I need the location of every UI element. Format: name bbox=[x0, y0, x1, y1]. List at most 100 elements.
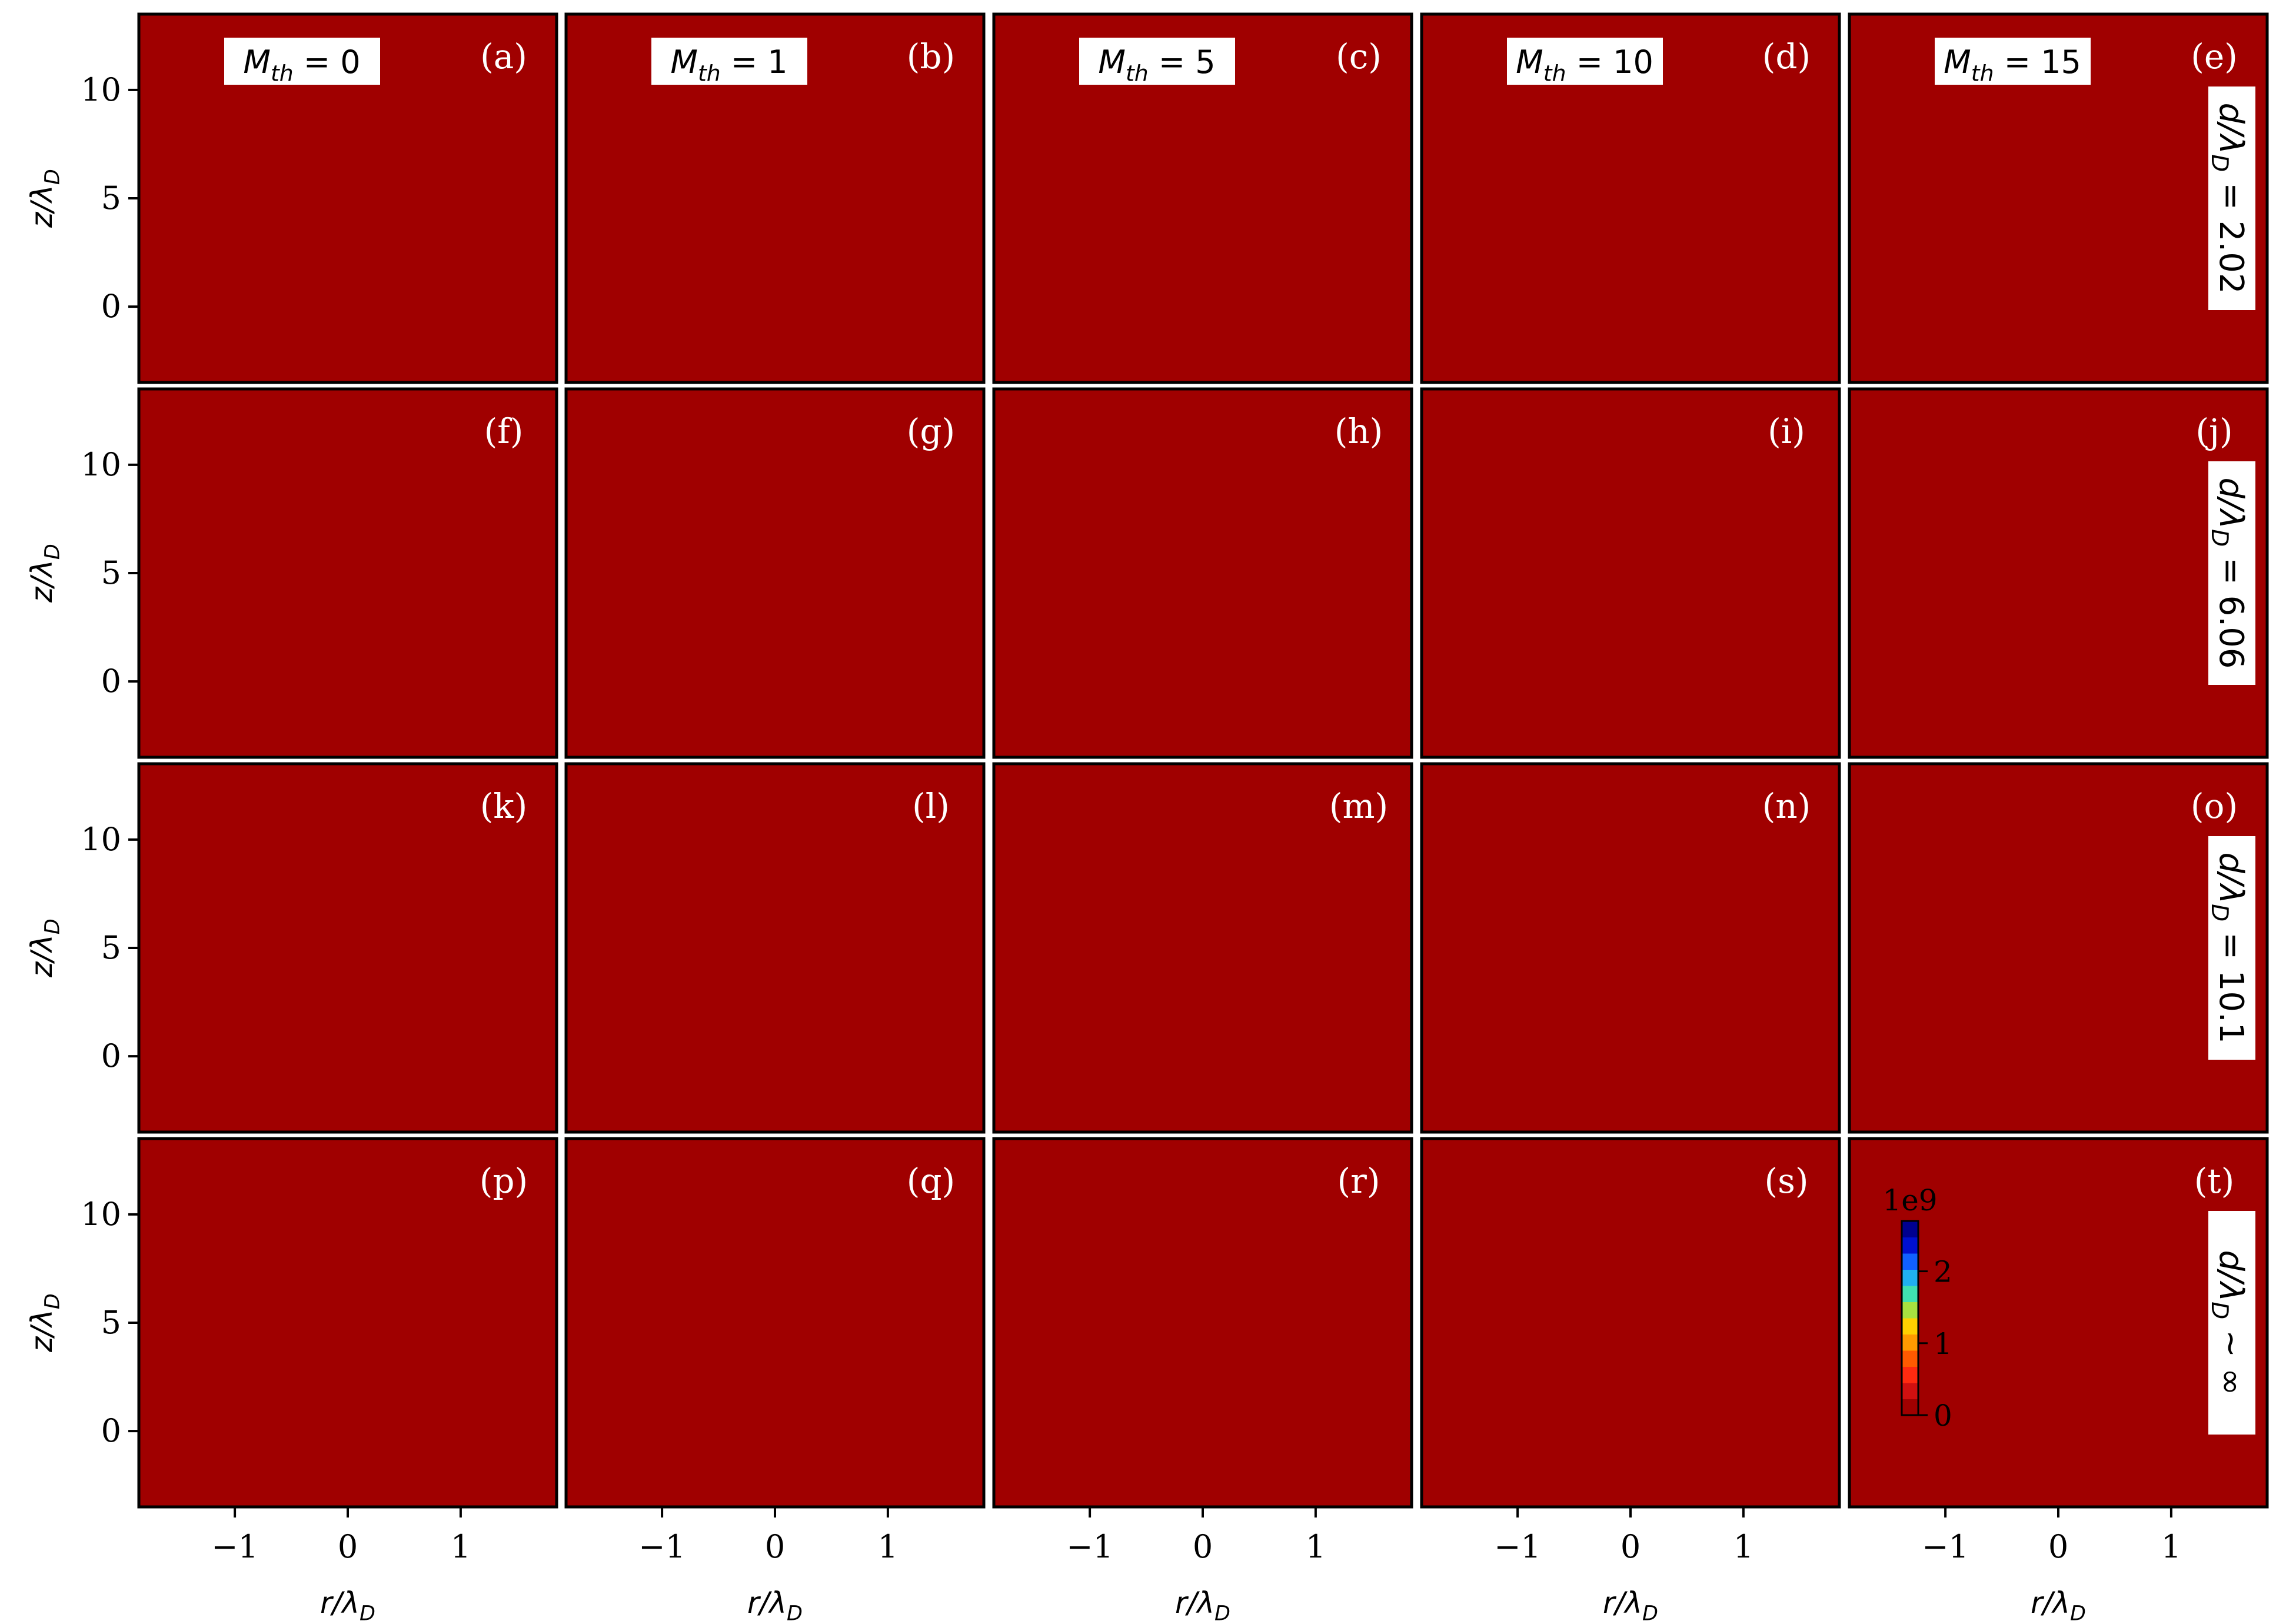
panel-background bbox=[994, 1139, 1412, 1507]
panel-c: (c) Mth = 5 bbox=[992, 12, 1413, 384]
panel-background bbox=[139, 389, 557, 757]
x-axis-label-text: r/λD bbox=[747, 1586, 803, 1624]
panel-q: (q) −1 0 1 r/λD bbox=[564, 1137, 986, 1624]
panel-b: (b) Mth = 1 bbox=[564, 12, 986, 384]
colorbar-level bbox=[1902, 1383, 1918, 1399]
panel-background bbox=[1422, 1139, 1839, 1507]
panel-frame bbox=[564, 762, 986, 1134]
column-header-text: Mth = 10 bbox=[1516, 44, 1653, 86]
panel-e: (e) Mth = 15 d/λD = 2.02 bbox=[1848, 12, 2269, 384]
y-tick-label: 10 bbox=[81, 446, 121, 483]
colorbar-tick-label: 2 bbox=[1934, 1255, 1952, 1289]
y-axis-label: z/λD bbox=[25, 919, 65, 978]
colorbar-level bbox=[1902, 1269, 1918, 1286]
x-tick-label: −1 bbox=[211, 1528, 258, 1565]
panel-background bbox=[566, 389, 984, 757]
x-tick-label: −1 bbox=[638, 1528, 686, 1565]
y-tick-label: 5 bbox=[101, 929, 121, 966]
panel-d: (d) Mth = 10 bbox=[1420, 12, 1841, 384]
row-label-box bbox=[2208, 836, 2255, 1060]
x-tick-label: 1 bbox=[1306, 1528, 1326, 1565]
panel-background bbox=[1849, 389, 2267, 757]
y-axis-label-text: z/λD bbox=[25, 169, 65, 228]
panel-j: (j) d/λD = 6.06 bbox=[1848, 387, 2269, 759]
column-header-text: Mth = 5 bbox=[1098, 44, 1215, 86]
x-axis-label-text: r/λD bbox=[1603, 1586, 1658, 1624]
panel-frame bbox=[1420, 12, 1841, 384]
colorbar: 0 1 2 1e9 bbox=[1882, 1183, 1952, 1433]
panel-background bbox=[1422, 389, 1839, 757]
x-axis-label-text: r/λD bbox=[1175, 1586, 1230, 1624]
panel-background bbox=[566, 764, 984, 1132]
y-tick-label: 0 bbox=[101, 288, 121, 325]
y-axis-label: z/λD bbox=[25, 1293, 65, 1353]
panel-label: (n) bbox=[1762, 786, 1811, 826]
panel-frame bbox=[1848, 12, 2269, 384]
panel-l: (l) bbox=[564, 762, 986, 1134]
row-label-text: d/λD = 6.06 bbox=[2206, 478, 2250, 669]
panel-n: (n) bbox=[1420, 762, 1841, 1134]
panel-label: (j) bbox=[2195, 411, 2232, 451]
panel-label: (h) bbox=[1335, 411, 1383, 451]
panel-p: (p) 0 5 10 z/λD −1 0 1 r/λD bbox=[25, 1137, 558, 1624]
y-tick-label: 10 bbox=[81, 821, 121, 858]
row-label-text: d/λD ~ ∞ bbox=[2206, 1250, 2250, 1396]
y-tick-label: 0 bbox=[101, 663, 121, 700]
panel-s: (s) −1 0 1 r/λD bbox=[1420, 1137, 1841, 1624]
panel-k: (k) 0 5 10 z/λD bbox=[25, 762, 558, 1134]
row-label-text: d/λD = 2.02 bbox=[2206, 103, 2250, 294]
colorbar-level bbox=[1902, 1366, 1918, 1383]
y-axis-label-text: z/λD bbox=[25, 1293, 65, 1353]
x-tick-label: 0 bbox=[2048, 1528, 2068, 1565]
x-axis-label: r/λD bbox=[1175, 1586, 1230, 1624]
y-axis-label: z/λD bbox=[25, 544, 65, 603]
panel-frame bbox=[992, 12, 1413, 384]
panel-frame bbox=[564, 12, 986, 384]
x-axis-label: r/λD bbox=[1603, 1586, 1658, 1624]
annotations: 0 1 2 1e9 bbox=[1882, 1183, 1952, 1433]
colorbar-level bbox=[1902, 1253, 1918, 1270]
y-tick-label: 10 bbox=[81, 71, 121, 108]
colorbar-multiplier: 1e9 bbox=[1882, 1183, 1937, 1217]
panel-label: (t) bbox=[2194, 1161, 2235, 1201]
row-label-box bbox=[2208, 1211, 2255, 1435]
panel-label: (i) bbox=[1768, 411, 1805, 451]
panel-background bbox=[139, 1139, 557, 1507]
panel-i: (i) bbox=[1420, 387, 1841, 759]
column-header: Mth = 5 bbox=[1079, 38, 1235, 86]
panel-label: (m) bbox=[1329, 786, 1388, 826]
panel-frame bbox=[1420, 387, 1841, 759]
panel-label: (o) bbox=[2191, 786, 2238, 826]
x-tick-label: 1 bbox=[1733, 1528, 1753, 1565]
column-header-box bbox=[224, 38, 380, 85]
row-label: d/λD = 2.02 bbox=[2206, 86, 2255, 310]
y-tick-label: 5 bbox=[101, 1304, 121, 1341]
panel-label: (p) bbox=[480, 1161, 528, 1201]
row-label: d/λD = 10.1 bbox=[2206, 836, 2255, 1060]
panel-background bbox=[994, 764, 1412, 1132]
panel-label: (a) bbox=[480, 36, 527, 76]
panel-o: (o) d/λD = 10.1 bbox=[1848, 762, 2269, 1134]
panel-label: (b) bbox=[907, 36, 955, 76]
panel-frame bbox=[992, 762, 1413, 1134]
column-header-text: Mth = 0 bbox=[243, 44, 360, 86]
column-header: Mth = 0 bbox=[224, 38, 380, 86]
x-tick-label: −1 bbox=[1494, 1528, 1541, 1565]
y-axis-label-text: z/λD bbox=[25, 544, 65, 603]
panel-label: (l) bbox=[912, 786, 950, 826]
panel-m: (m) bbox=[992, 762, 1413, 1134]
panel-frame bbox=[992, 387, 1413, 759]
column-header: Mth = 1 bbox=[651, 38, 807, 86]
y-tick-label: 0 bbox=[101, 1037, 121, 1074]
panel-label: (k) bbox=[480, 786, 527, 826]
panel-background bbox=[566, 1139, 984, 1507]
y-tick-label: 0 bbox=[101, 1412, 121, 1449]
panel-r: (r) −1 0 1 r/λD bbox=[992, 1137, 1413, 1624]
x-tick-label: 0 bbox=[1621, 1528, 1641, 1565]
panel-frame bbox=[564, 387, 986, 759]
panel-background bbox=[1422, 764, 1839, 1132]
y-tick-label: 10 bbox=[81, 1196, 121, 1233]
column-header-box bbox=[1079, 38, 1235, 85]
panel-h: (h) bbox=[992, 387, 1413, 759]
